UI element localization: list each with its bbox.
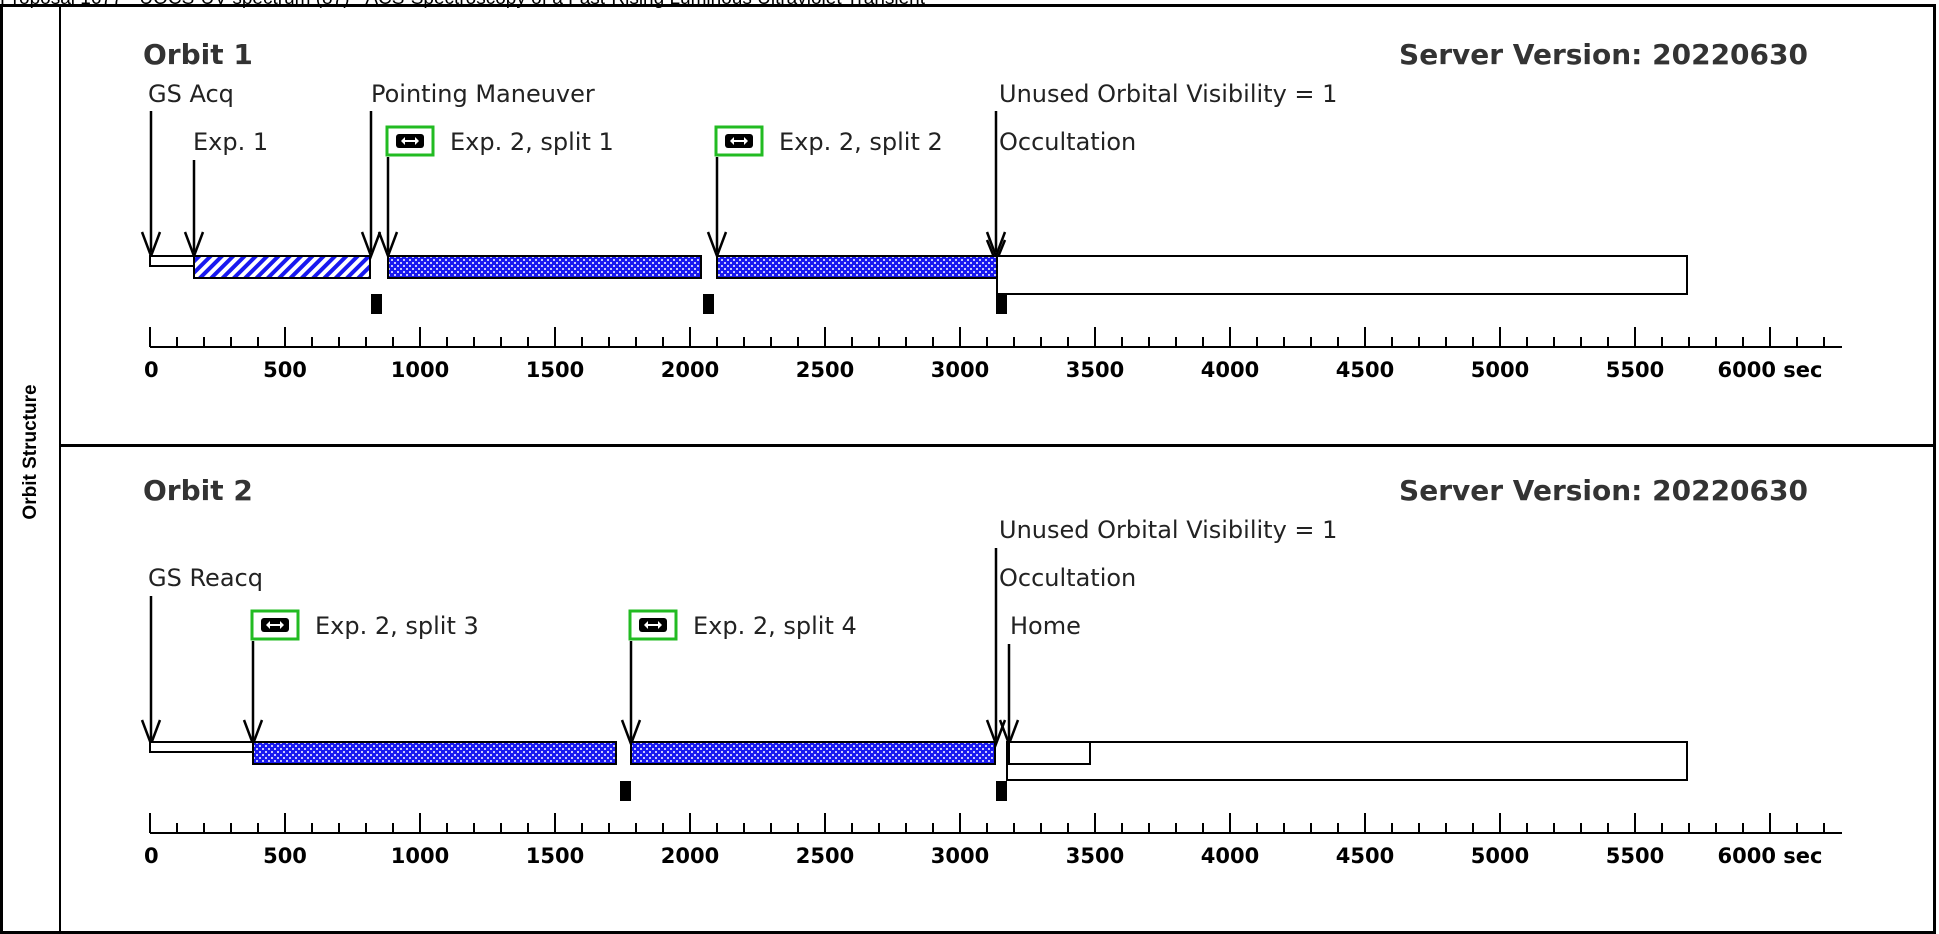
axis-tick-label: 5000	[1471, 844, 1529, 868]
label-exp2-split3: Exp. 2, split 3	[315, 612, 479, 640]
axis-tick-label: 4000	[1201, 844, 1259, 868]
orbit-2-markers	[620, 781, 1007, 801]
segment-exp2-split3	[252, 741, 617, 765]
segment-exp-1	[193, 255, 371, 279]
axis-tick-label: 2000	[661, 844, 719, 868]
axis-tick-label: 3000	[931, 844, 989, 868]
label-occultation: Occultation	[999, 128, 1136, 156]
axis-tick-label: 5000	[1471, 358, 1529, 382]
label-exp-1: Exp. 1	[193, 128, 268, 156]
segment-exp2-split1	[387, 255, 702, 279]
axis-tick-label: 500	[263, 358, 307, 382]
segment-exp2-split2	[716, 255, 998, 279]
axis-tick-label: 6000 sec	[1718, 358, 1823, 382]
axis-tick-label: 3500	[1066, 358, 1124, 382]
exposure-split-icon[interactable]	[628, 609, 678, 641]
segment-home	[1008, 741, 1091, 765]
axis-tick-label: 1000	[391, 358, 449, 382]
axis-tick-label: 1500	[526, 844, 584, 868]
exposure-split-icon[interactable]	[385, 125, 435, 157]
orbit-divider	[59, 444, 1933, 447]
axis-tick-label: 0	[144, 844, 159, 868]
axis-tick-label: 3000	[931, 358, 989, 382]
axis-tick-label: 0	[144, 358, 159, 382]
axis-tick-label: 5500	[1606, 844, 1664, 868]
axis-tick-label: 3500	[1066, 844, 1124, 868]
axis-tick-label: 5500	[1606, 358, 1664, 382]
axis-tick-label: 500	[263, 844, 307, 868]
orbit-1-server-version: Server Version: 20220630	[1399, 38, 1808, 71]
segment-gs-reacq	[149, 741, 254, 753]
axis-tick-label: 4500	[1336, 358, 1394, 382]
exposure-split-icon[interactable]	[714, 125, 764, 157]
axis-tick-label: 2500	[796, 844, 854, 868]
axis-tick-label: 4500	[1336, 844, 1394, 868]
exposure-split-icon[interactable]	[250, 609, 300, 641]
axis-tick-label: 4000	[1201, 358, 1259, 382]
label-home: Home	[1010, 612, 1081, 640]
orbit-1-markers	[371, 294, 1007, 314]
label-unused-visibility: Unused Orbital Visibility = 1	[999, 516, 1337, 544]
label-pointing-maneuver: Pointing Maneuver	[371, 80, 595, 108]
label-gs-acq: GS Acq	[148, 80, 234, 108]
label-gs-reacq: GS Reacq	[148, 564, 263, 592]
label-exp2-split2: Exp. 2, split 2	[779, 128, 943, 156]
orbit-2-title: Orbit 2	[143, 474, 253, 507]
segment-exp2-split4	[630, 741, 996, 765]
event-arrows	[140, 548, 1020, 748]
label-occultation: Occultation	[999, 564, 1136, 592]
axis-tick-label: 1500	[526, 358, 584, 382]
label-unused-visibility: Unused Orbital Visibility = 1	[999, 80, 1337, 108]
axis-tick-label: 2500	[796, 358, 854, 382]
axis-tick-label: 2000	[661, 358, 719, 382]
orbit-1-title: Orbit 1	[143, 38, 253, 71]
label-exp2-split4: Exp. 2, split 4	[693, 612, 857, 640]
orbit-1-axis: 0 500 1000 1500 2000 2500 3000 3500 4000 4500 5000…	[144, 327, 1842, 382]
orbit-2-server-version: Server Version: 20220630	[1399, 474, 1808, 507]
orbit-1: Orbit 1 Server Version: 20220630 GS Acq …	[140, 38, 1842, 382]
orbit-2-timeline	[149, 741, 1688, 781]
segment-gs-acq	[149, 255, 195, 267]
axis-tick-label: 1000	[391, 844, 449, 868]
sidebar: Orbit Structure	[3, 7, 61, 931]
orbit-2-axis: 0 500 1000 1500 2000 2500 3000 3500 4000 4500 5000…	[144, 813, 1842, 868]
axis-tick-label: 6000 sec	[1718, 844, 1823, 868]
label-exp2-split1: Exp. 2, split 1	[450, 128, 614, 156]
segment-occultation	[996, 255, 1688, 295]
orbit-2: Orbit 2 Server Version: 20220630 Unused …	[140, 474, 1842, 868]
segment-occultation	[1006, 741, 1688, 781]
orbit-1-timeline	[149, 255, 1688, 295]
